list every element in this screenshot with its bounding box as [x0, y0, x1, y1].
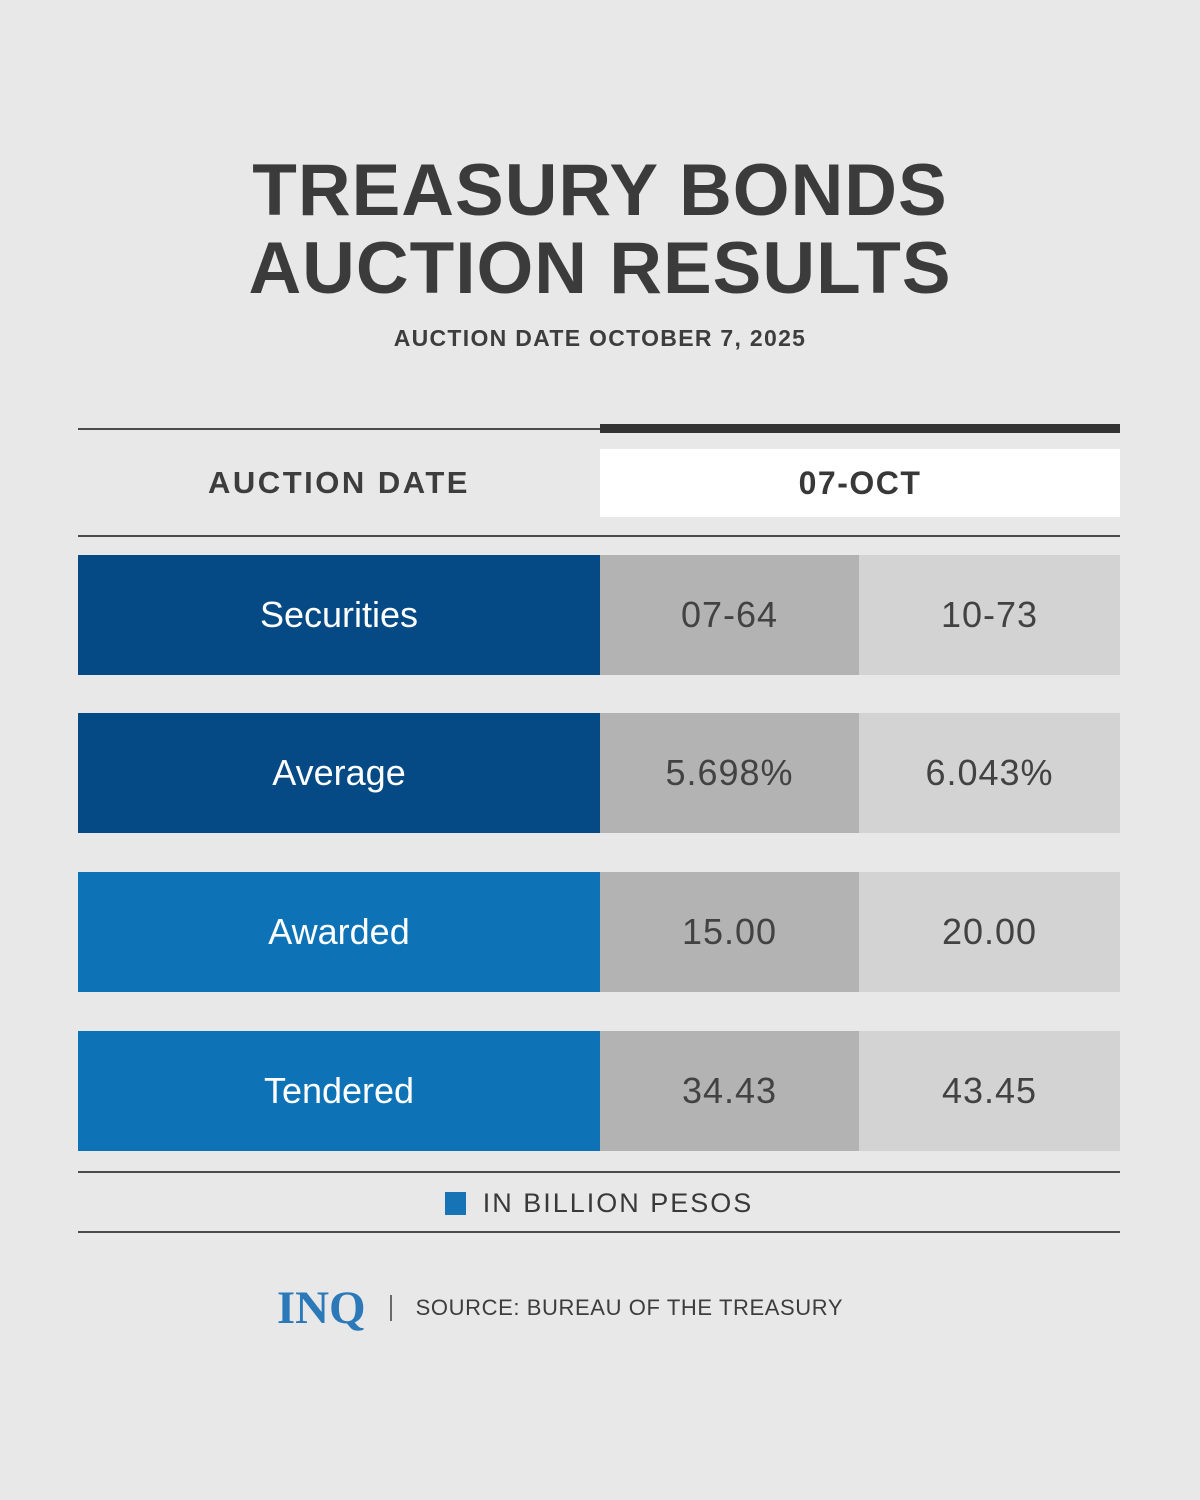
row-label-securities: Securities	[78, 555, 600, 675]
row-value-securities-2: 10-73	[859, 555, 1120, 675]
legend-label: IN BILLION PESOS	[482, 1187, 754, 1218]
table-row: Securities 07-64 10-73	[78, 555, 1120, 675]
row-label-awarded: Awarded	[78, 872, 600, 992]
page-title-line-1: TREASURY BONDS	[252, 150, 948, 231]
title-block: TREASURY BONDS AUCTION RESULTS AUCTION D…	[0, 150, 1200, 352]
source-credit: SOURCE: BUREAU OF THE TREASURY	[415, 1295, 844, 1320]
header-accent-bar	[600, 424, 1120, 433]
auction-date-subtitle: AUCTION DATE OCTOBER 7, 2025	[393, 325, 807, 352]
table-row: Tendered 34.43 43.45	[78, 1031, 1120, 1151]
legend-top-rule	[78, 1171, 1120, 1173]
page-title-line-2: AUCTION RESULTS	[248, 228, 952, 310]
header-top-rule	[78, 428, 1120, 430]
footer-divider	[389, 1295, 392, 1321]
footer: INQ SOURCE: BUREAU OF THE TREASURY	[0, 1284, 1120, 1332]
row-value-securities-1: 07-64	[600, 555, 859, 675]
inquirer-logo: INQ	[276, 1281, 366, 1334]
row-value-average-2: 6.043%	[859, 713, 1120, 833]
row-label-average: Average	[78, 713, 600, 833]
header-bottom-rule	[78, 535, 1120, 537]
row-label-tendered: Tendered	[78, 1031, 600, 1151]
legend-bottom-rule	[78, 1231, 1120, 1233]
row-value-awarded-1: 15.00	[600, 872, 859, 992]
row-value-awarded-2: 20.00	[859, 872, 1120, 992]
table-row: Awarded 15.00 20.00	[78, 872, 1120, 992]
table-row: Average 5.698% 6.043%	[78, 713, 1120, 833]
row-value-tendered-1: 34.43	[600, 1031, 859, 1151]
legend-square-icon	[444, 1191, 466, 1215]
table-header-value-box: 07-OCT	[600, 449, 1120, 517]
row-value-tendered-2: 43.45	[859, 1031, 1120, 1151]
table-header-label: AUCTION DATE	[208, 465, 470, 500]
row-value-average-1: 5.698%	[600, 713, 859, 833]
legend: IN BILLION PESOS	[78, 1183, 1120, 1223]
